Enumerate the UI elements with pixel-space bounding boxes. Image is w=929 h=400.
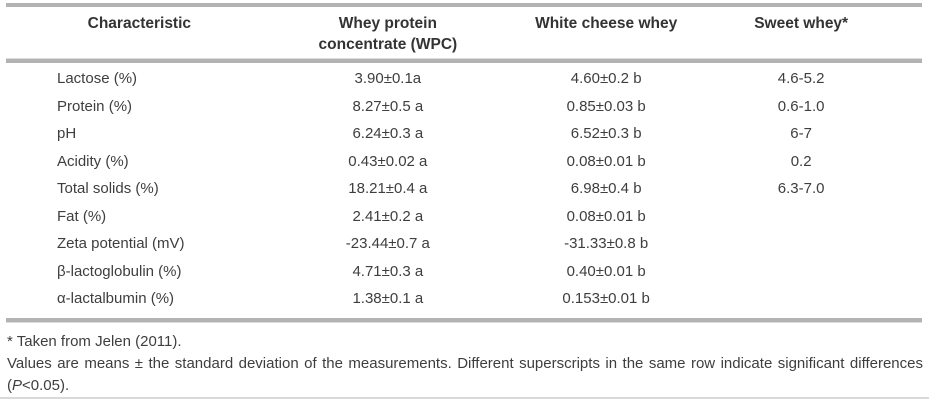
column-header-characteristic: Characteristic	[0, 13, 279, 55]
cell-characteristic: pH	[57, 125, 77, 142]
body-bottom-divider	[0, 317, 929, 323]
table-row: Total solids (%) 18.21±0.4 a 6.98±0.4 b …	[0, 175, 929, 203]
cell-wpc-value: -23.44±0.7 a	[345, 235, 430, 252]
cell-wpc-value: 1.38±0.1 a	[352, 290, 424, 307]
column-header-white-cheese-whey: White cheese whey	[497, 13, 715, 55]
table-row: α-lactalbumin (%) 1.38±0.1 a 0.153±0.01 …	[0, 285, 929, 313]
header-divider	[0, 58, 929, 63]
pvalue-open-paren: (	[7, 376, 12, 394]
cell-wpc-value: 6.24±0.3 a	[352, 125, 424, 142]
cell-sweet-whey-value	[715, 285, 929, 313]
table-row: Acidity (%) 0.43±0.02 a 0.08±0.01 b 0.2	[0, 148, 929, 176]
cell-characteristic: Acidity (%)	[57, 152, 129, 170]
cell-wpc-value: 18.21±0.4 a	[348, 180, 428, 197]
body-bottom-thick-line	[6, 317, 922, 322]
cell-white-cheese-whey-value: 0.153±0.01 b	[562, 290, 650, 307]
table-row: Lactose (%) 3.90±0.1a 4.60±0.2 b 4.6-5.2	[0, 65, 929, 93]
table-footnotes: * Taken from Jelen (2011). Values are me…	[0, 331, 929, 397]
cell-sweet-whey-value	[715, 230, 929, 258]
cell-sweet-whey-value: 6.3-7.0	[777, 180, 825, 197]
cell-white-cheese-whey-value: 6.52±0.3 b	[570, 125, 642, 142]
body-bottom-light-line	[6, 321, 922, 323]
cell-characteristic: Total solids (%)	[57, 180, 159, 197]
cell-white-cheese-whey-value: 0.40±0.01 b	[566, 262, 646, 280]
cell-white-cheese-whey-value: 0.85±0.03 b	[566, 97, 646, 115]
column-header-label: White cheese whey	[535, 15, 678, 32]
table-body: Lactose (%) 3.90±0.1a 4.60±0.2 b 4.6-5.2…	[0, 63, 929, 313]
cell-characteristic: Zeta potential (mV)	[57, 235, 185, 252]
table-top-rule	[6, 3, 922, 7]
column-header-sweet-whey: Sweet whey*	[715, 13, 929, 55]
pvalue-rest: <0.05).	[22, 376, 70, 394]
column-header-wpc: Whey protein concentrate (WPC)	[279, 13, 497, 55]
footnote-values: Values are means ± the standard deviatio…	[7, 354, 923, 372]
cell-wpc-value: 2.41±0.2 a	[352, 207, 424, 225]
header-divider-thick-line	[6, 59, 922, 63]
table-row: Protein (%) 8.27±0.5 a 0.85±0.03 b 0.6-1…	[0, 93, 929, 121]
cell-characteristic: β-lactoglobulin (%)	[57, 262, 182, 280]
column-header-label: Sweet whey*	[754, 15, 849, 32]
cell-wpc-value: 0.43±0.02 a	[348, 152, 428, 170]
table-row: Fat (%) 2.41±0.2 a 0.08±0.01 b	[0, 203, 929, 231]
cell-characteristic: Fat (%)	[57, 207, 107, 225]
cell-white-cheese-whey-value: 0.08±0.01 b	[566, 152, 646, 170]
cell-sweet-whey-value: 0.6-1.0	[777, 97, 825, 115]
cell-white-cheese-whey-value: 0.08±0.01 b	[566, 207, 646, 225]
cell-white-cheese-whey-value: -31.33±0.8 b	[564, 235, 649, 252]
pvalue-symbol: P	[12, 376, 23, 394]
cell-white-cheese-whey-value: 6.98±0.4 b	[570, 180, 642, 197]
cell-characteristic: Protein (%)	[57, 97, 133, 115]
column-header-label: Whey protein concentrate (WPC)	[318, 15, 458, 53]
cell-wpc-value: 4.71±0.3 a	[352, 262, 424, 280]
cell-wpc-value: 3.90±0.1a	[354, 70, 422, 87]
footnote-source: * Taken from Jelen (2011).	[7, 332, 182, 350]
header-divider-light-line	[6, 58, 922, 59]
cell-sweet-whey-value: 0.2	[790, 152, 812, 170]
cell-wpc-value: 8.27±0.5 a	[352, 97, 424, 115]
cell-sweet-whey-value: 6-7	[790, 125, 812, 142]
cell-white-cheese-whey-value: 4.60±0.2 b	[570, 70, 642, 87]
cell-sweet-whey-value: 4.6-5.2	[777, 70, 825, 87]
page-bottom-rule	[0, 397, 929, 399]
column-header-label: Characteristic	[87, 15, 192, 32]
table-header-row: Characteristic Whey protein concentrate …	[0, 7, 929, 55]
cell-characteristic: α-lactalbumin (%)	[57, 290, 175, 307]
cell-sweet-whey-value	[715, 203, 929, 231]
cell-characteristic: Lactose (%)	[57, 70, 138, 87]
cell-sweet-whey-value	[715, 258, 929, 286]
table-row: pH 6.24±0.3 a 6.52±0.3 b 6-7	[0, 120, 929, 148]
table-row: β-lactoglobulin (%) 4.71±0.3 a 0.40±0.01…	[0, 258, 929, 286]
footnote-pvalue: (P<0.05).	[7, 375, 923, 397]
table-row: Zeta potential (mV) -23.44±0.7 a -31.33±…	[0, 230, 929, 258]
